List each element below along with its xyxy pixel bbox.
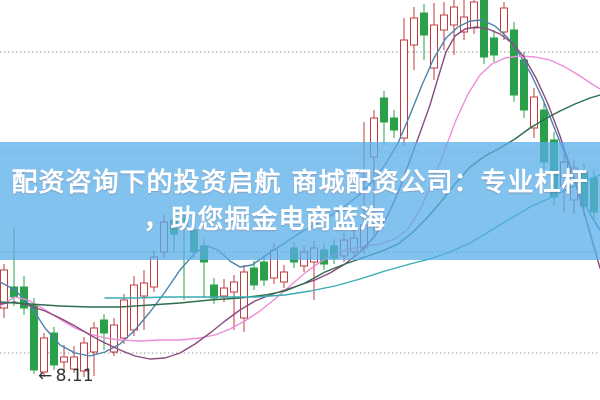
candle-body [70,356,78,370]
candle-body [250,267,258,286]
candle-body [380,97,388,123]
candle-body [130,284,138,331]
candle-body [280,271,288,283]
promo-text-line2: ，助您掘金电商蓝海 [143,205,387,235]
promo-text-line1: 配资咨询下的投资启航 商城配资公司：专业杠杆 [11,168,589,198]
candle-body [240,271,248,319]
candle-body [510,29,518,96]
candle-body [30,304,38,371]
candle-body [420,12,428,36]
candle-body [390,117,398,131]
candle-body [400,39,408,139]
candle-body [40,337,48,373]
candle-body [470,1,478,29]
candle-body [410,17,418,46]
candle-body [150,256,158,288]
candle-body [100,319,108,334]
candle-body [0,269,8,309]
left-arrow-icon: ← [38,366,52,386]
candle-body [210,284,218,299]
candle-body [50,332,58,366]
low-price-label: ← 8.11 [38,367,94,385]
candle-body [220,287,228,297]
candle-body [90,327,98,353]
candle-body [260,261,268,281]
candle-body [440,14,448,31]
candle-body [500,7,508,33]
candle-body [230,281,238,293]
candle-body [450,6,458,26]
candle-body [520,59,528,111]
candle-body [530,96,538,129]
candle-body [80,342,88,372]
candle-body [490,37,498,56]
candle-body [140,282,148,297]
candle-body [20,286,28,309]
promo-banner: 配资咨询下的投资启航 商城配资公司：专业杠杆 ，助您掘金电商蓝海 [0,142,600,260]
low-price-value: 8.11 [55,366,94,386]
candle-body [60,356,68,363]
candle-body [120,299,128,339]
candle-body [430,24,438,69]
